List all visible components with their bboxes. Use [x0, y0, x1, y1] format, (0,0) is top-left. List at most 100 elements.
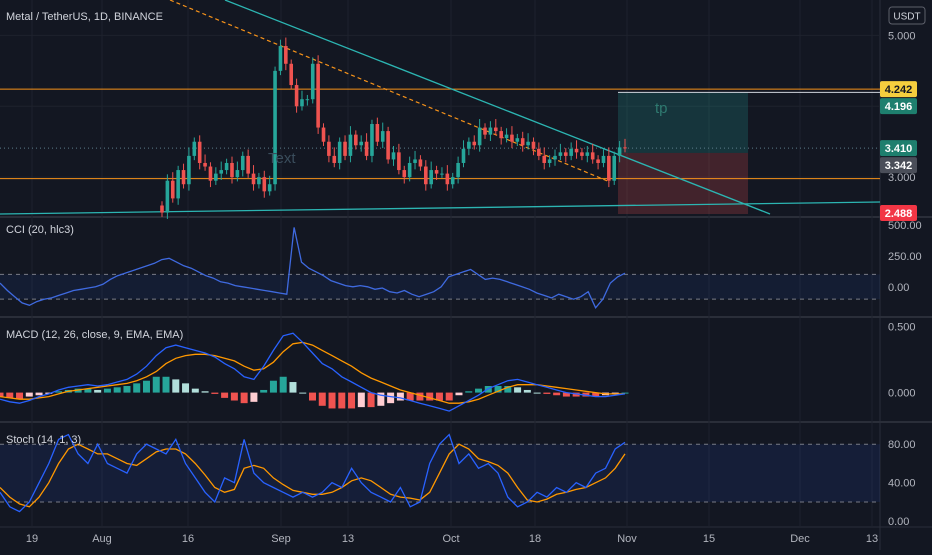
- candle-body: [246, 155, 250, 174]
- macd-histogram-bar: [113, 387, 121, 393]
- x-tick-label: Aug: [92, 533, 112, 545]
- candle-body: [251, 173, 256, 185]
- candle-body: [170, 180, 175, 199]
- price-tag-bg: [880, 157, 917, 174]
- candle-body: [424, 166, 428, 185]
- dashed-trendline: [169, 0, 611, 183]
- macd-histogram-bar: [504, 386, 512, 393]
- x-tick-label: 15: [703, 533, 715, 545]
- symbol-legend: Metal / TetherUS, 1D, BINANCE: [6, 11, 163, 23]
- candle-body: [493, 127, 498, 132]
- candle-body: [327, 141, 331, 156]
- candle-body: [359, 141, 363, 146]
- macd-histogram-bar: [84, 388, 92, 393]
- price-tag-bg: [880, 140, 917, 157]
- candle-body: [273, 70, 277, 185]
- candle-body: [596, 159, 600, 163]
- macd-histogram-bar: [562, 392, 570, 397]
- macd-y-tick: 0.000: [888, 388, 916, 400]
- text-annotation[interactable]: Text: [268, 150, 296, 167]
- macd-histogram-bar: [543, 392, 551, 394]
- macd-histogram-bar: [250, 392, 258, 402]
- candle-body: [515, 138, 520, 142]
- candle-body: [165, 180, 170, 213]
- cci-line: [0, 227, 626, 309]
- stoch-k-line: [0, 433, 626, 513]
- candle-body: [445, 173, 450, 185]
- macd-histogram-bar: [162, 376, 170, 393]
- candle-body: [235, 170, 240, 178]
- macd-histogram-bar: [367, 392, 375, 408]
- candle-body: [208, 166, 213, 181]
- candle-body: [375, 124, 380, 142]
- macd-histogram-bar: [406, 392, 414, 401]
- candle-body: [537, 148, 541, 156]
- stoch-y-tick: 0.00: [888, 516, 909, 528]
- candle-body: [585, 152, 590, 156]
- price-tag-bg: [880, 81, 917, 98]
- macd-histogram-bar: [230, 392, 238, 401]
- candle-body: [370, 124, 374, 156]
- currency-badge[interactable]: USDT: [893, 12, 920, 23]
- macd-histogram-bar: [172, 379, 180, 393]
- price-tag: 4.196: [885, 101, 913, 113]
- candle-body: [612, 155, 617, 181]
- macd-histogram-bar: [494, 386, 502, 393]
- macd-legend: MACD (12, 26, close, 9, EMA, EMA): [6, 329, 183, 341]
- x-tick-label: 13: [866, 533, 878, 545]
- stoch-y-tick: 80.00: [888, 439, 916, 451]
- candle-body: [305, 99, 310, 101]
- currency-badge-frame[interactable]: [888, 6, 926, 25]
- candle-body: [413, 159, 417, 163]
- candle-body: [607, 155, 611, 181]
- macd-histogram-bar: [182, 383, 190, 393]
- candle-body: [240, 155, 245, 171]
- x-tick-label: Oct: [442, 533, 459, 545]
- candle-body: [504, 134, 509, 139]
- macd-signal-line: [0, 341, 625, 404]
- macd-histogram-bar: [103, 388, 111, 393]
- macd-histogram-bar: [514, 387, 522, 393]
- candle-body: [499, 131, 503, 139]
- candle-body: [510, 134, 514, 142]
- x-tick-label: Nov: [617, 533, 637, 545]
- candle-body: [197, 141, 202, 163]
- macd-histogram-bar: [435, 392, 443, 401]
- cci-legend: CCI (20, hlc3): [6, 224, 74, 236]
- candle-body: [440, 173, 444, 175]
- candle-body: [203, 162, 207, 167]
- macd-histogram-bar: [455, 392, 463, 396]
- candle-body: [337, 141, 342, 163]
- candle-body: [391, 152, 396, 160]
- macd-histogram-bar: [240, 392, 248, 404]
- macd-histogram-bar: [94, 389, 102, 393]
- tp-annotation[interactable]: tp: [655, 100, 668, 117]
- price-tag-bg: [880, 205, 917, 221]
- candle-body: [402, 170, 407, 178]
- candle-body: [574, 148, 579, 153]
- macd-histogram-bar: [377, 392, 385, 406]
- cci-y-tick: 0.00: [888, 282, 909, 294]
- candle-body: [380, 131, 385, 142]
- macd-histogram-bar: [445, 392, 453, 401]
- candle-body: [160, 205, 164, 213]
- macd-histogram-bar: [133, 383, 141, 393]
- macd-histogram-bar: [55, 391, 63, 393]
- macd-histogram-bar: [211, 392, 219, 394]
- price-tag: 4.242: [885, 84, 913, 96]
- x-tick-label: 19: [26, 533, 38, 545]
- macd-histogram-bar: [191, 388, 199, 393]
- macd-histogram-bar: [152, 376, 160, 393]
- candle-body: [316, 63, 320, 128]
- x-tick-label: 13: [342, 533, 354, 545]
- macd-histogram-bar: [533, 392, 541, 394]
- ascending-trendline: [0, 201, 881, 215]
- descending-trendline: [224, 0, 771, 215]
- candle-body: [332, 155, 337, 163]
- macd-histogram-bar: [338, 392, 346, 409]
- candle-body: [617, 147, 622, 156]
- macd-histogram-bar: [25, 392, 33, 397]
- candle-body: [531, 141, 536, 149]
